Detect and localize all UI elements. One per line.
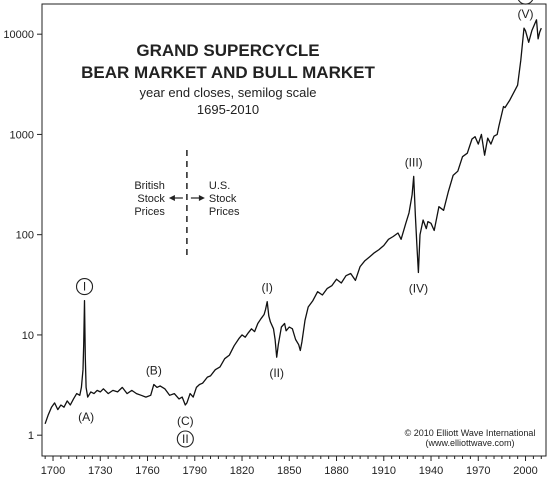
wave-labels: I (A) (B) (C) II (I) (II) (III) (IV) (V) III (75, 0, 534, 448)
wave-label: (A) (78, 410, 94, 424)
x-tick-label: 1820 (230, 465, 254, 477)
x-tick-label: 1700 (41, 465, 65, 477)
series-line (44, 19, 542, 425)
x-axis: 1700 1730 1760 1790 1820 1850 1880 1910 1940 1970… (41, 456, 542, 477)
chart-date-range: 1695-2010 (197, 102, 259, 117)
x-tick-label: 1940 (419, 465, 443, 477)
plot-frame (41, 3, 547, 457)
y-tick-label: 10 (22, 330, 34, 342)
y-tick-label: 100 (16, 230, 34, 242)
wave-label: III (521, 0, 531, 3)
right-arrow-icon (198, 195, 205, 201)
british-label-line3: Prices (134, 206, 165, 218)
x-tick-label: 1730 (88, 465, 112, 477)
wave-label: I (83, 280, 86, 294)
x-tick-label: 1880 (324, 465, 348, 477)
y-axis: 1 10 100 1000 10000 (3, 29, 42, 442)
british-label-line1: British (134, 180, 165, 192)
divider-arrows (168, 195, 205, 201)
us-label-line2: Stock (209, 193, 237, 205)
wave-label: (V) (518, 7, 534, 21)
x-tick-label: 1760 (135, 465, 159, 477)
left-arrow-icon (168, 195, 175, 201)
chart-subtitle: year end closes, semilog scale (139, 85, 316, 100)
chart-title-line2: BEAR MARKET AND BULL MARKET (81, 63, 375, 82)
wave-label: (II) (269, 366, 284, 380)
y-tick-label: 1000 (10, 129, 34, 141)
wave-label: (III) (405, 155, 423, 169)
x-tick-label: 1910 (372, 465, 396, 477)
wave-label: (I) (262, 281, 273, 295)
y-tick-label: 10000 (3, 29, 34, 41)
wave-label: II (182, 432, 189, 446)
wave-circle (176, 430, 194, 448)
us-label-line1: U.S. (209, 180, 230, 192)
wave-label: (IV) (409, 281, 428, 295)
x-tick-label: 1850 (277, 465, 301, 477)
british-label-line2: Stock (137, 193, 165, 205)
copyright-line: © 2010 Elliott Wave International (405, 428, 536, 438)
x-tick-label: 2000 (513, 465, 537, 477)
x-tick-label: 1790 (183, 465, 207, 477)
british-label: British Stock Prices (134, 180, 165, 218)
wave-label: (C) (177, 414, 194, 428)
question-mark: ? (537, 0, 544, 3)
chart-title: GRAND SUPERCYCLE (136, 41, 319, 60)
y-tick-label: 1 (28, 430, 34, 442)
wave-label: (B) (146, 364, 162, 378)
us-label: U.S. Stock Prices (209, 180, 240, 218)
wave-circle (75, 278, 94, 296)
us-label-line3: Prices (209, 206, 240, 218)
wave-circle (517, 0, 534, 5)
x-tick-label: 1970 (466, 465, 490, 477)
website-line: (www.elliottwave.com) (425, 438, 514, 448)
